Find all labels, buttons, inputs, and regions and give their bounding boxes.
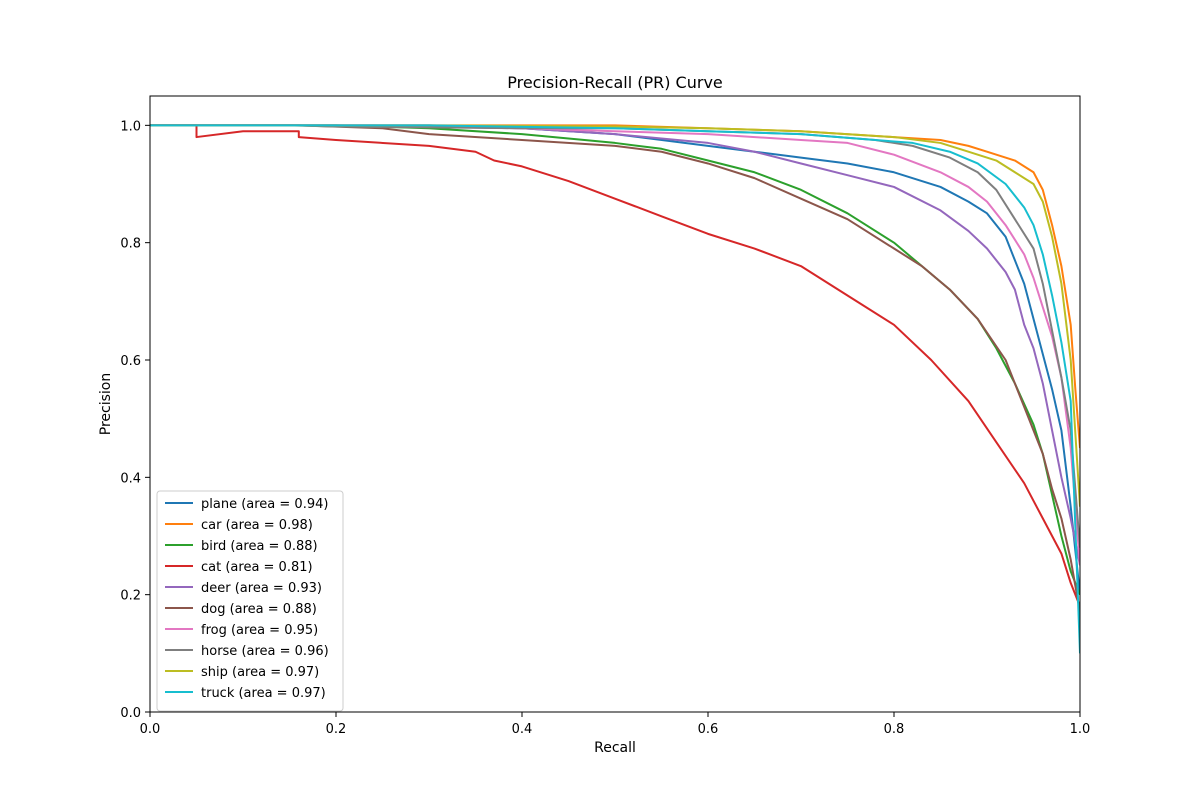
series-line-1 (150, 124, 1080, 449)
legend-label-0: plane (area = 0.94) (201, 497, 328, 512)
series-line-5 (150, 124, 1080, 613)
x-tick-label: 0.2 (326, 722, 347, 737)
series-line-3 (150, 124, 1080, 607)
y-tick-label: 0.4 (120, 471, 141, 486)
x-tick-label: 0.8 (884, 722, 905, 737)
series-line-7 (150, 124, 1080, 548)
legend-label-1: car (area = 0.98) (201, 518, 313, 533)
legend-label-3: cat (area = 0.81) (201, 560, 313, 575)
series-line-4 (150, 124, 1080, 566)
x-tick-label: 0.4 (512, 722, 533, 737)
series-line-8 (150, 124, 1080, 507)
x-axis-ticks: 0.0 0.2 0.4 0.6 0.8 1.0 (140, 712, 1091, 737)
series-line-9 (150, 124, 1080, 654)
y-tick-label: 1.0 (120, 119, 141, 134)
x-tick-label: 0.6 (698, 722, 719, 737)
plot-frame (149, 95, 1081, 713)
legend-box (156, 490, 344, 712)
legend-label-7: horse (area = 0.96) (201, 644, 329, 659)
series-line-6 (150, 124, 1080, 566)
y-tick-label: 0.8 (120, 237, 141, 252)
legend: plane (area = 0.94) car (area = 0.98) bird… (156, 490, 344, 712)
legend-label-9: truck (area = 0.97) (201, 686, 326, 701)
y-tick-label: 0.2 (120, 589, 141, 604)
legend-label-6: frog (area = 0.95) (201, 623, 318, 638)
legend-label-4: deer (area = 0.93) (201, 581, 322, 596)
x-axis-label: Recall (594, 740, 636, 756)
x-tick-label: 0.0 (140, 722, 161, 737)
legend-label-5: dog (area = 0.88) (201, 602, 317, 617)
chart-title: Precision-Recall (PR) Curve (507, 73, 723, 92)
y-tick-label: 0.0 (120, 706, 141, 721)
series-group (150, 124, 1080, 654)
x-tick-label: 1.0 (1070, 722, 1091, 737)
legend-label-8: ship (area = 0.97) (201, 665, 319, 680)
y-axis-label: Precision (98, 373, 114, 435)
y-axis-ticks: 0.0 0.2 0.4 0.6 0.8 1.0 (120, 119, 150, 721)
y-tick-label: 0.6 (120, 354, 141, 369)
legend-label-2: bird (area = 0.88) (201, 539, 318, 554)
